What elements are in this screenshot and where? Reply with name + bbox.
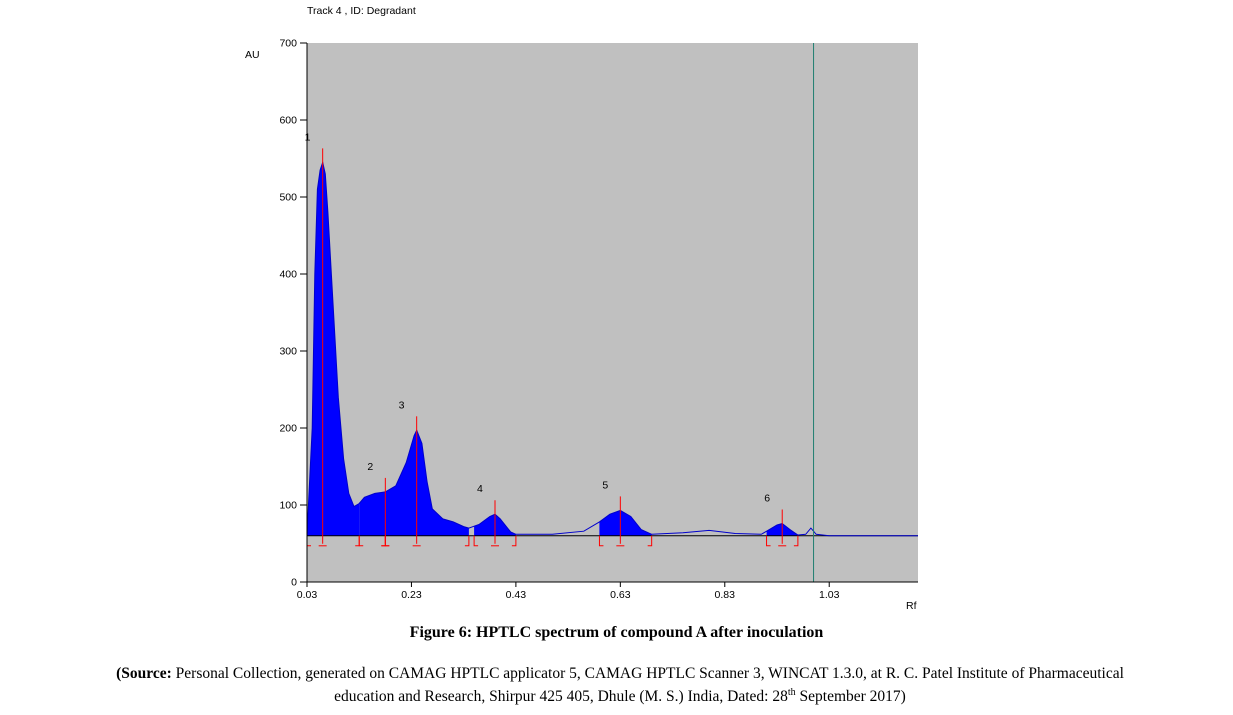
y-tick-label: 200 bbox=[279, 423, 297, 435]
x-tick-label: 1.03 bbox=[819, 589, 840, 601]
x-axis-label: Rf bbox=[906, 600, 917, 612]
x-tick-label: 0.43 bbox=[506, 589, 527, 601]
source-date-suffix: th bbox=[787, 687, 796, 698]
y-tick-label: 600 bbox=[279, 115, 297, 127]
y-axis-label: AU bbox=[245, 49, 260, 61]
peak-label-6: 6 bbox=[764, 492, 770, 504]
source-line2: education and Research, Shirpur 425 405,… bbox=[334, 688, 788, 706]
x-tick-label: 0.23 bbox=[401, 589, 422, 601]
chromatogram-line bbox=[306, 43, 918, 582]
y-tick-label: 500 bbox=[279, 192, 297, 204]
source-line2-end: September 2017) bbox=[795, 688, 906, 706]
peak-label-1: 1 bbox=[305, 131, 311, 143]
source-line1: Personal Collection, generated on CAMAG … bbox=[171, 665, 1124, 682]
x-tick-label: 0.03 bbox=[297, 589, 318, 601]
source-note: (Source: Personal Collection, generated … bbox=[40, 664, 1200, 706]
y-tick-label: 0 bbox=[291, 577, 297, 589]
peak-bound-marker-3 bbox=[464, 535, 470, 547]
peak-area-5 bbox=[599, 510, 652, 536]
chart-title: Track 4 , ID: Degradant bbox=[307, 5, 416, 17]
peak-bound-marker-5 bbox=[598, 535, 604, 547]
peak-label-4: 4 bbox=[477, 483, 483, 495]
peak-label-2: 2 bbox=[367, 461, 373, 473]
figure-caption: Figure 6: HPTLC spectrum of compound A a… bbox=[409, 624, 824, 641]
peak-label-3: 3 bbox=[399, 399, 405, 411]
peak-area-1 bbox=[307, 162, 360, 536]
peak-bound-marker-6 bbox=[766, 535, 771, 547]
y-tick-label: 300 bbox=[279, 346, 297, 358]
y-tick-label: 100 bbox=[279, 500, 297, 512]
peak-bound-marker-2 bbox=[358, 535, 364, 547]
peak-markers: 1 2 3 4 5 6 bbox=[305, 131, 799, 547]
peak-bound-marker-4 bbox=[473, 535, 479, 547]
peak-bound-marker-6 bbox=[793, 535, 799, 547]
peak-bound-marker-3 bbox=[384, 535, 390, 547]
peak-label-5: 5 bbox=[602, 479, 608, 491]
signal-line bbox=[306, 160, 918, 537]
y-tick-label: 700 bbox=[279, 38, 297, 50]
x-tick-label: 0.83 bbox=[715, 589, 736, 601]
peak-area-2 bbox=[359, 491, 386, 536]
y-tick-label: 400 bbox=[279, 269, 297, 281]
peak-bound-marker-5 bbox=[647, 535, 653, 547]
x-tick-label: 0.63 bbox=[610, 589, 631, 601]
source-bold-prefix: (Source: bbox=[116, 665, 172, 682]
hptlc-chart: Track 4 , ID: Degradant AU Rf 1 2 3 4 5 6 0 10… bbox=[245, 5, 918, 612]
axes: 0 100 200 300 400 500 600 700 0.03 0.23 0.43 0.63 0.… bbox=[279, 38, 918, 601]
peak-bound-marker-4 bbox=[511, 535, 517, 547]
